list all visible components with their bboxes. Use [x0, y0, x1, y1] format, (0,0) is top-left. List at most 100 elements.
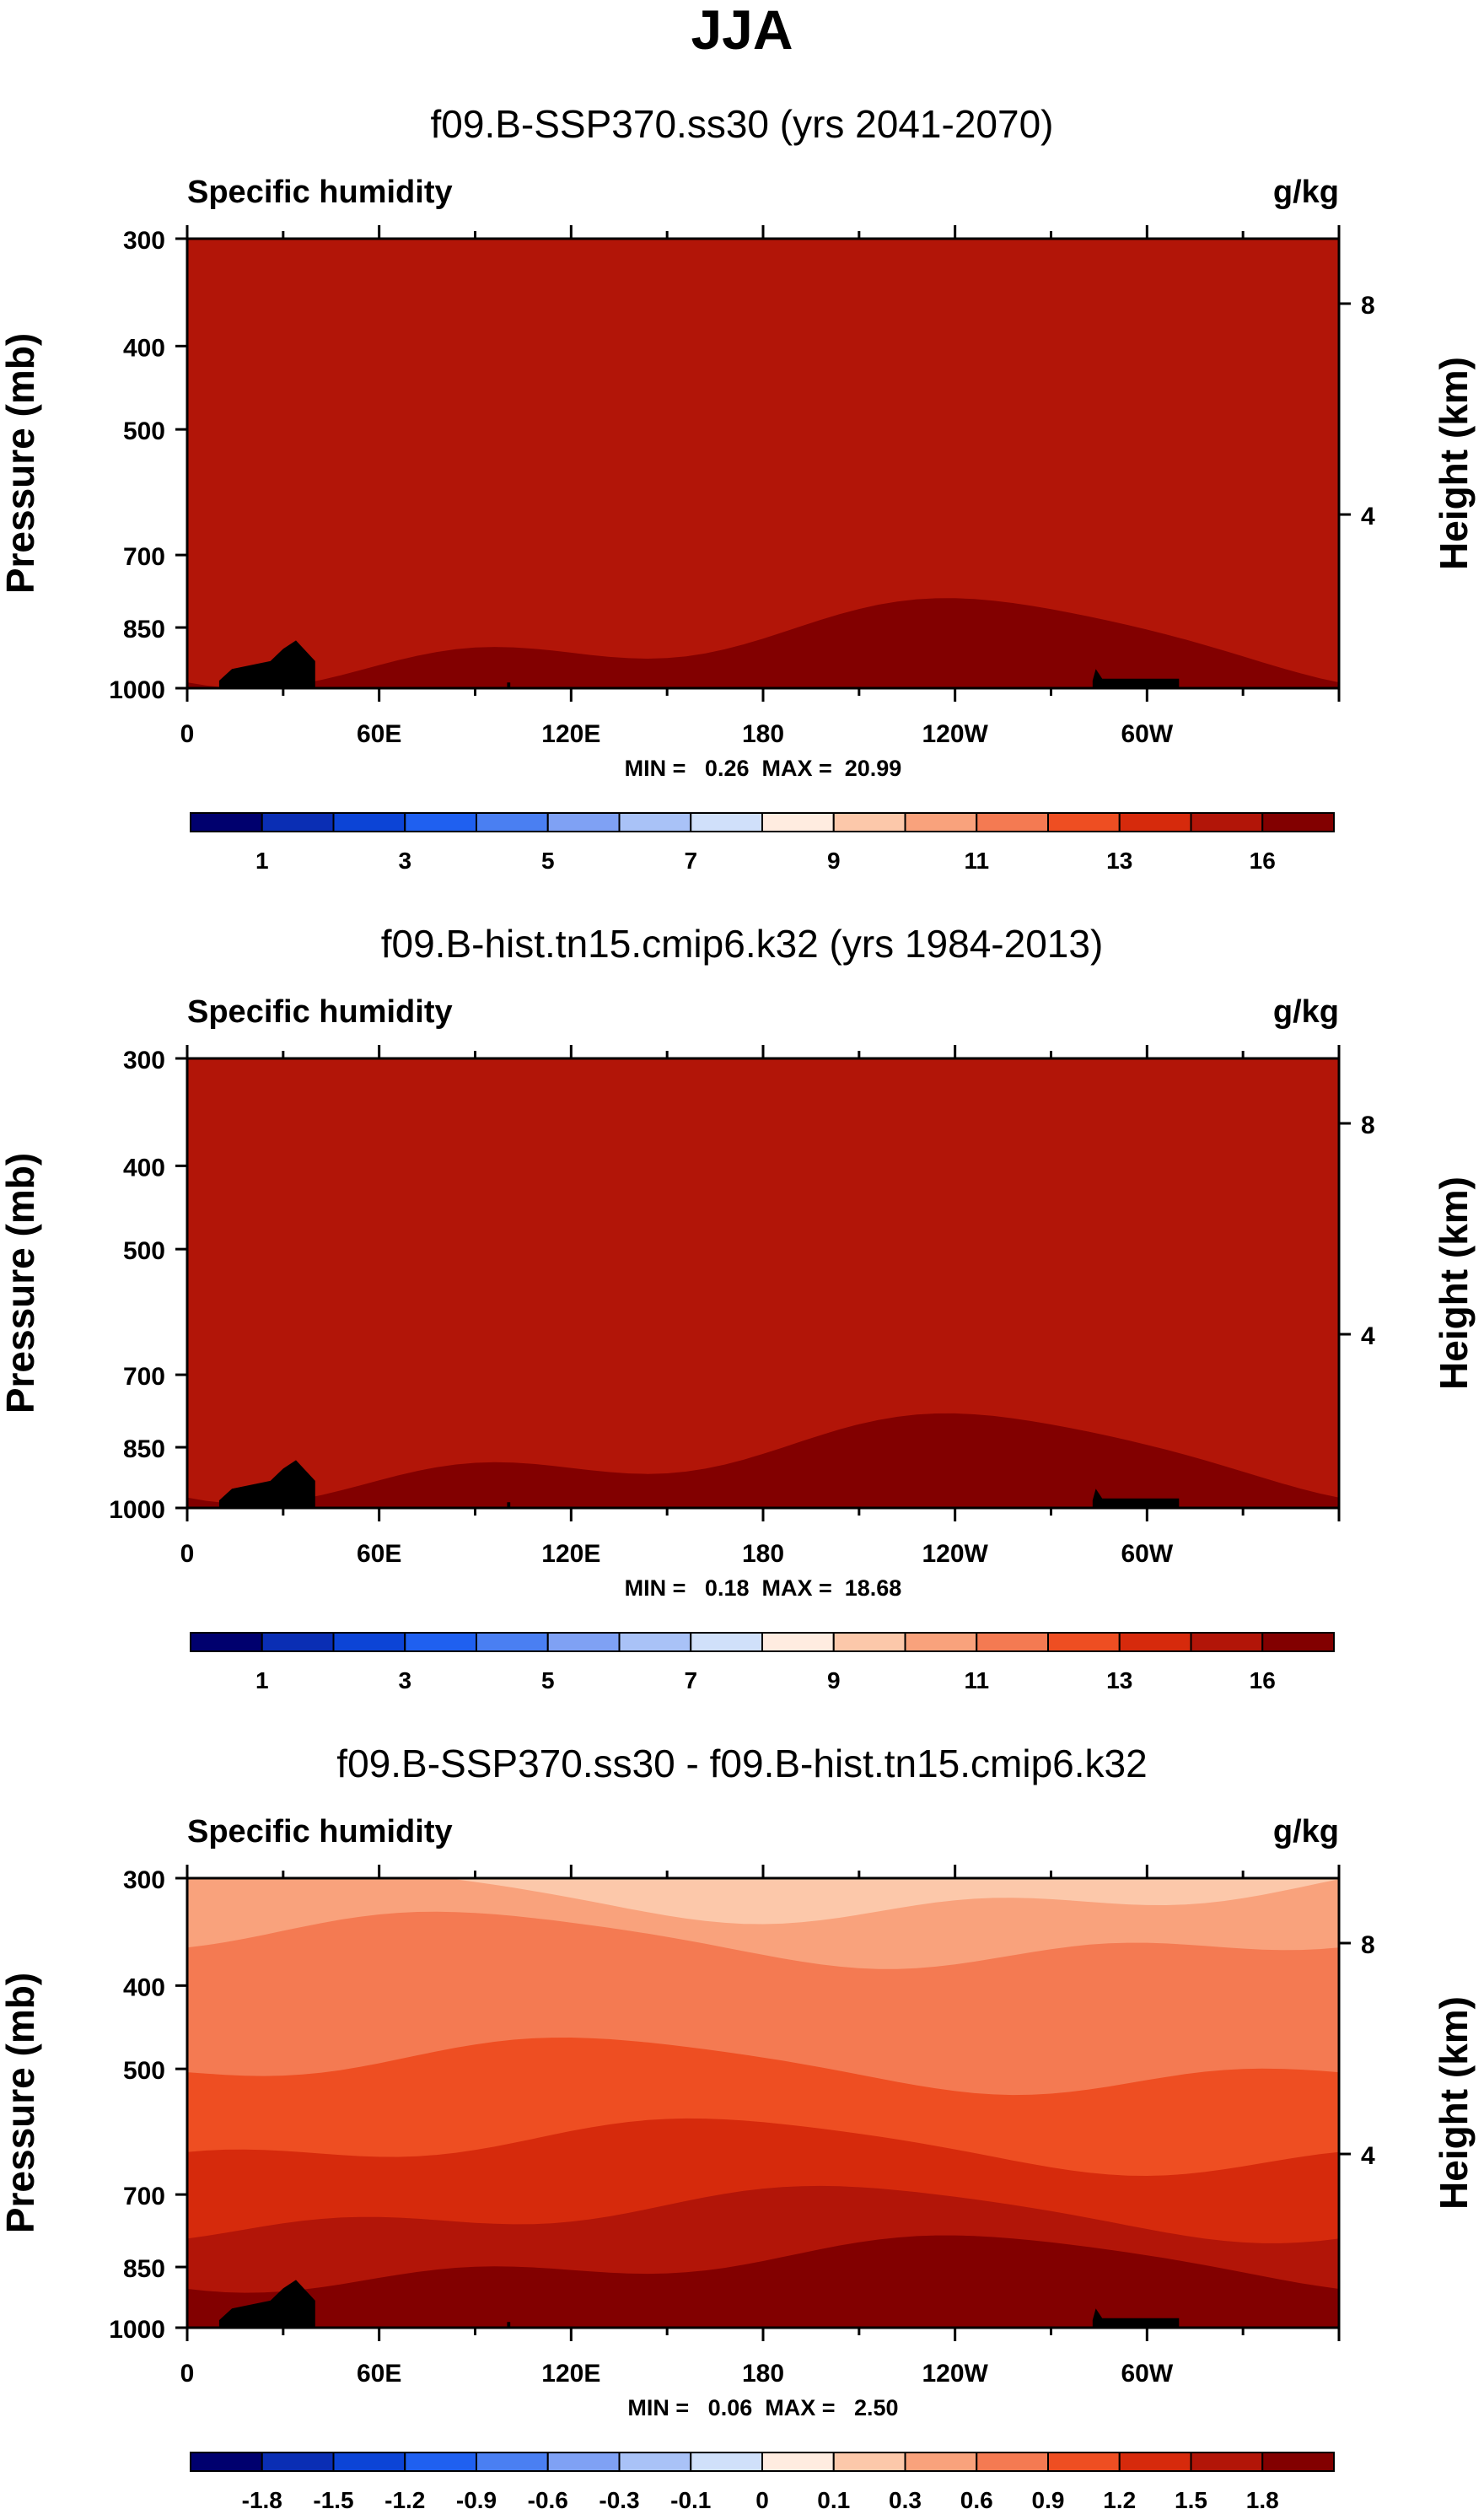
topography-mask	[1092, 2308, 1180, 2328]
panel-title: f09.B-SSP370.ss30 (yrs 2041-2070)	[431, 102, 1054, 146]
x-tick-label: 60W	[1121, 1540, 1173, 1568]
colorbar-label: 5	[541, 848, 555, 874]
colorbar-swatch	[690, 2452, 763, 2472]
colorbar-label: 5	[541, 1667, 555, 1693]
x-tick-label: 0	[180, 720, 195, 748]
contour-field	[187, 239, 1339, 688]
topography-mask	[507, 2322, 511, 2328]
x-tick-label: 120E	[541, 2360, 600, 2388]
colorbar-swatch	[546, 1632, 621, 1652]
x-tick-label: 180	[742, 2360, 784, 2388]
colorbar-swatch	[404, 1632, 477, 1652]
colorbar-swatch	[832, 1632, 906, 1652]
y-tick-label: 300	[123, 227, 165, 255]
colorbar-label: 1	[255, 1667, 269, 1693]
y-tick-label: 500	[123, 2057, 165, 2085]
topography-mask	[1092, 1489, 1180, 1508]
colorbar-swatch	[976, 812, 1049, 832]
colorbar-label: -1.5	[313, 2487, 353, 2509]
colorbar-swatch	[690, 812, 763, 832]
colorbar-label: 1	[255, 848, 269, 874]
colorbar-label: 1.2	[1103, 2487, 1136, 2509]
variable-label: Specific humidity	[187, 994, 453, 1030]
colorbar-label: -0.1	[670, 2487, 711, 2509]
colorbar-swatch	[832, 2452, 906, 2472]
variable-label: Specific humidity	[187, 1814, 453, 1849]
y2-tick-label: 8	[1361, 1931, 1375, 1959]
y2-tick-label: 4	[1361, 1322, 1375, 1350]
colorbar-swatch	[761, 1632, 835, 1652]
y2-tick-label: 4	[1361, 2142, 1375, 2170]
x-tick-label: 60E	[357, 720, 401, 748]
y-tick-label: 400	[123, 1154, 165, 1182]
x-tick-label: 60W	[1121, 720, 1173, 748]
x-tick-label: 120W	[922, 2360, 988, 2388]
colorbar-swatch	[546, 2452, 621, 2472]
colorbar-label: 9	[827, 848, 841, 874]
colorbar-label: -1.8	[242, 2487, 282, 2509]
topography-mask	[218, 1460, 315, 1508]
topography-mask	[218, 2280, 315, 2328]
colorbar-label: 13	[1106, 1667, 1132, 1693]
y2-axis-title: Height (km)	[1432, 1996, 1476, 2210]
colorbar-swatch	[832, 812, 906, 832]
y-tick-label: 500	[123, 1237, 165, 1265]
y2-tick-label: 8	[1361, 1112, 1375, 1139]
topography-mask	[507, 1502, 511, 1508]
x-tick-label: 180	[742, 720, 784, 748]
y-tick-label: 700	[123, 543, 165, 571]
chart-panel-2: f09.B-hist.tn15.cmip6.k32 (yrs 1984-2013…	[0, 922, 1476, 1693]
colorbar-label: 0.1	[817, 2487, 850, 2509]
x-tick-label: 60E	[357, 2360, 401, 2388]
y-axis-title: Pressure (mb)	[0, 1153, 42, 1413]
colorbar: 1 3 5 7 9 11 13 16	[190, 1632, 1335, 1693]
colorbar-swatch	[332, 1632, 406, 1652]
colorbar-swatch	[261, 2452, 335, 2472]
colorbar-label: 3	[398, 848, 411, 874]
y-tick-label: 1000	[109, 2316, 165, 2344]
colorbar-label: 0.6	[960, 2487, 993, 2509]
colorbar-label: 0	[755, 2487, 769, 2509]
x-tick-label: 120E	[541, 720, 600, 748]
colorbar-swatch	[546, 812, 621, 832]
y-tick-label: 1000	[109, 676, 165, 704]
y-tick-label: 700	[123, 1363, 165, 1391]
units-label: g/kg	[1273, 1814, 1339, 1849]
colorbar-label: -0.3	[599, 2487, 639, 2509]
colorbar-label: 7	[684, 1667, 697, 1693]
colorbar-swatch	[190, 2452, 263, 2472]
colorbar-swatch	[976, 2452, 1049, 2472]
colorbar-label: 11	[964, 848, 989, 874]
colorbar-label: 3	[398, 1667, 411, 1693]
season-title: JJA	[691, 0, 793, 61]
y2-axis-title: Height (km)	[1432, 357, 1476, 570]
contour-band	[187, 1878, 1339, 1925]
topography-mask	[507, 682, 511, 688]
colorbar-label: 7	[684, 848, 697, 874]
colorbar-swatch	[976, 1632, 1049, 1652]
colorbar-swatch	[332, 2452, 406, 2472]
colorbar-label: -0.9	[456, 2487, 497, 2509]
colorbar-swatch	[1047, 1632, 1121, 1652]
colorbar-swatch	[261, 812, 335, 832]
contour-band	[187, 239, 1339, 688]
colorbar-label: 11	[964, 1667, 989, 1693]
topography-mask	[1092, 669, 1180, 688]
colorbar-label: 1.8	[1246, 2487, 1279, 2509]
y2-tick-label: 4	[1361, 503, 1375, 530]
colorbar-label: 13	[1106, 848, 1132, 874]
colorbar-swatch	[618, 812, 692, 832]
colorbar-swatch	[190, 1632, 263, 1652]
colorbar-swatch	[904, 2452, 978, 2472]
colorbar-swatch	[904, 1632, 978, 1652]
panel-title: f09.B-hist.tn15.cmip6.k32 (yrs 1984-2013…	[381, 922, 1104, 966]
colorbar-label: -0.6	[528, 2487, 568, 2509]
colorbar-swatch	[1118, 2452, 1192, 2472]
y-tick-label: 300	[123, 1047, 165, 1074]
y-tick-label: 400	[123, 334, 165, 362]
colorbar-label: 16	[1250, 1667, 1276, 1693]
chart-panel-3: f09.B-SSP370.ss30 - f09.B-hist.tn15.cmip…	[0, 1742, 1476, 2509]
colorbar-swatch	[904, 812, 978, 832]
colorbar-swatch	[618, 2452, 692, 2472]
topography-mask	[218, 640, 315, 688]
